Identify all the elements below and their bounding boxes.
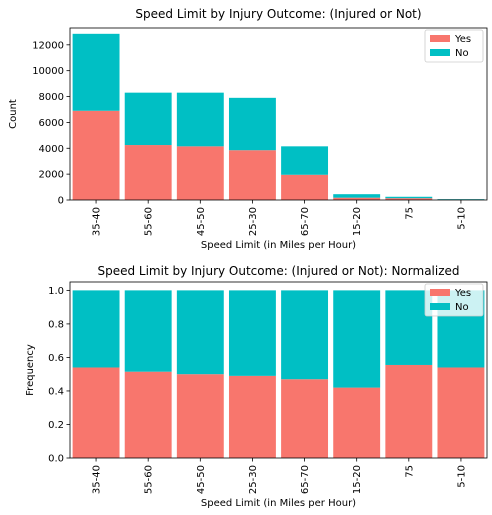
bar-yes-45-50	[176, 146, 224, 200]
y-axis-label: Count	[8, 99, 19, 129]
bar-no-15-20	[333, 194, 381, 198]
bar-no-45-50	[176, 92, 224, 147]
legend-box	[424, 29, 484, 63]
bar-yes-35-40	[72, 110, 120, 200]
chart-counts: 0 2000 4000 6000 8000 10000 12000 35-40 55-60 45-…	[8, 7, 488, 251]
legend-swatch-yes	[430, 289, 450, 296]
bar-no-45-50	[176, 290, 224, 375]
bar-yes-55-60	[124, 145, 172, 200]
y-tick-label: 8000	[39, 92, 64, 103]
chart-title: Speed Limit by Injury Outcome: (Injured …	[135, 7, 421, 21]
y-tick-label: 1.0	[48, 286, 64, 297]
bar-no-35-40	[72, 290, 120, 368]
legend-label: Yes	[454, 288, 471, 299]
x-tick-label: 55-60	[144, 465, 155, 494]
bar-yes-25-30	[228, 375, 276, 458]
bar-no-55-60	[124, 290, 172, 372]
x-tick-label: 65-70	[300, 465, 311, 494]
x-tick-label: 25-30	[248, 207, 259, 236]
y-tick-label: 10000	[32, 66, 64, 77]
y-tick-label: 0.4	[48, 386, 64, 397]
y-tick-label: 0.6	[48, 353, 64, 364]
legend-swatch-no	[430, 303, 450, 310]
bar-yes-45-50	[176, 374, 224, 458]
x-tick-label: 45-50	[196, 207, 207, 236]
bar-yes-75	[385, 364, 433, 458]
x-tick-label: 5-10	[456, 207, 467, 230]
bar-yes-65-70	[281, 174, 329, 200]
bar-yes-65-70	[281, 379, 329, 458]
x-tick-label: 65-70	[300, 207, 311, 236]
y-tick-label: 2000	[39, 170, 64, 181]
y-tick-label: 0.8	[48, 319, 64, 330]
legend-swatch-no	[430, 49, 450, 56]
legend-label: Yes	[454, 34, 471, 45]
x-tick-label: 75	[404, 207, 415, 220]
x-tick-label: 45-50	[196, 465, 207, 494]
x-axis-label: Speed Limit (in Miles per Hour)	[201, 498, 356, 509]
plot-frame	[69, 27, 488, 201]
x-tick-label: 15-20	[352, 465, 363, 494]
y-axis-label: Frequency	[25, 344, 36, 396]
y-tick-label: 0	[58, 196, 64, 207]
bar-no-75	[385, 196, 433, 199]
bar-no-75	[385, 290, 433, 365]
bar-yes-25-30	[228, 150, 276, 200]
bar-yes-15-20	[333, 387, 381, 458]
legend: Yes No	[424, 283, 484, 317]
y-tick-label: 0.0	[48, 454, 64, 465]
legend: Yes No	[424, 29, 484, 63]
chart-title: Speed Limit by Injury Outcome: (Injured …	[97, 264, 459, 278]
y-tick-label: 12000	[32, 40, 64, 51]
x-tick-label: 55-60	[144, 207, 155, 236]
bar-yes-75	[385, 198, 433, 200]
bar-no-35-40	[72, 33, 120, 111]
plot-frame	[69, 281, 488, 459]
bar-no-15-20	[333, 290, 381, 388]
x-tick-label: 5-10	[456, 465, 467, 488]
x-tick-label: 15-20	[352, 207, 363, 236]
bar-yes-55-60	[124, 371, 172, 458]
x-tick-label: 35-40	[92, 207, 103, 236]
x-tick-label: 75	[404, 465, 415, 478]
bar-no-65-70	[281, 146, 329, 175]
legend-swatch-yes	[430, 35, 450, 42]
legend-box	[424, 283, 484, 317]
y-tick-label: 6000	[39, 118, 64, 129]
y-tick-label: 4000	[39, 144, 64, 155]
bar-no-25-30	[228, 97, 276, 151]
x-tick-label: 25-30	[248, 465, 259, 494]
legend-label: No	[455, 302, 469, 313]
bar-yes-35-40	[72, 367, 120, 458]
x-axis-label: Speed Limit (in Miles per Hour)	[201, 240, 356, 251]
y-tick-label: 0.2	[48, 420, 64, 431]
chart-normalized: 0.0 0.2 0.4 0.6 0.8 1.0 35-40 55-60 45-50 25-30 65…	[25, 264, 488, 509]
bar-yes-15-20	[333, 197, 381, 200]
x-tick-label: 35-40	[92, 465, 103, 494]
bar-no-55-60	[124, 92, 172, 146]
bar-no-65-70	[281, 290, 329, 380]
bar-no-25-30	[228, 290, 276, 376]
legend-label: No	[455, 48, 469, 59]
bar-yes-5-10	[437, 367, 485, 458]
